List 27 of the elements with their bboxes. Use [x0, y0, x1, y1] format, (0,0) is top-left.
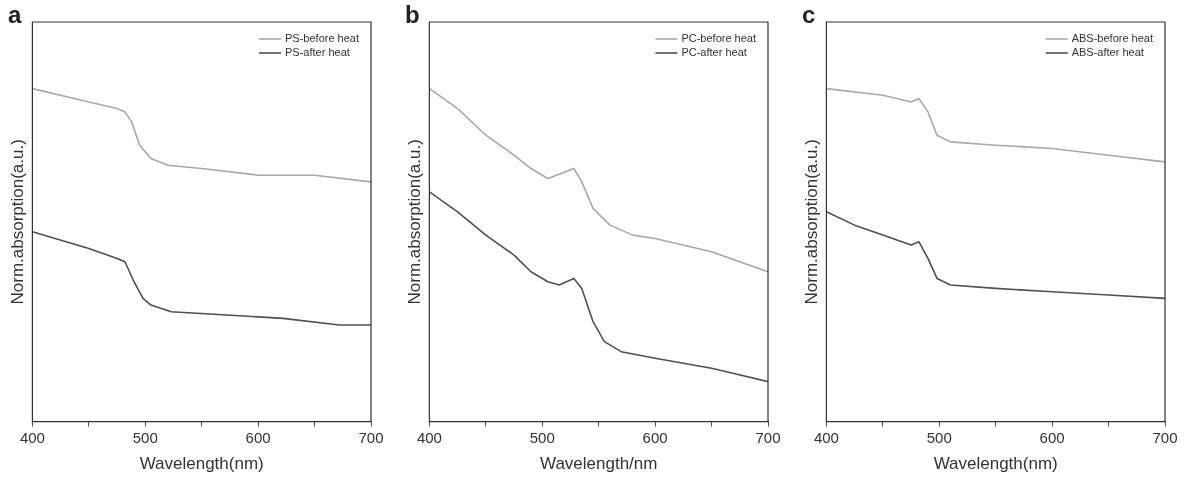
legend-label: PC-before heat: [681, 32, 757, 45]
chart-title: b: [405, 0, 420, 28]
x-tick-label: 500: [132, 428, 158, 446]
x-tick-label: 600: [245, 428, 271, 446]
x-tick-label: 700: [1152, 428, 1178, 446]
chart-title: c: [802, 0, 816, 28]
x-tick-label: 600: [642, 428, 668, 446]
x-tick-label: 500: [926, 428, 952, 446]
x-tick-label: 400: [19, 428, 45, 446]
y-axis-title: Norm.absorption(a.u.): [801, 139, 821, 305]
y-axis-title: Norm.absorption(a.u.): [404, 139, 424, 305]
x-axis-title: Wavelength(nm): [139, 454, 264, 474]
x-axis-title: Wavelength(nm): [933, 454, 1058, 474]
x-tick-label: 400: [416, 428, 442, 446]
legend-label: ABS-after heat: [1071, 46, 1144, 59]
x-axis-title: Wavelength/nm: [539, 454, 658, 474]
x-tick-label: 700: [358, 428, 384, 446]
x-tick-label: 500: [529, 428, 555, 446]
legend-label: PC-after heat: [681, 46, 747, 59]
legend-label: ABS-before heat: [1071, 32, 1154, 45]
x-tick-label: 700: [755, 428, 781, 446]
legend-label: PS-after heat: [285, 46, 350, 59]
legend-label: PS-before heat: [285, 32, 360, 45]
chart-title: a: [8, 0, 22, 28]
y-axis-title: Norm.absorption(a.u.): [7, 139, 27, 305]
x-tick-label: 600: [1039, 428, 1065, 446]
x-tick-label: 400: [813, 428, 839, 446]
